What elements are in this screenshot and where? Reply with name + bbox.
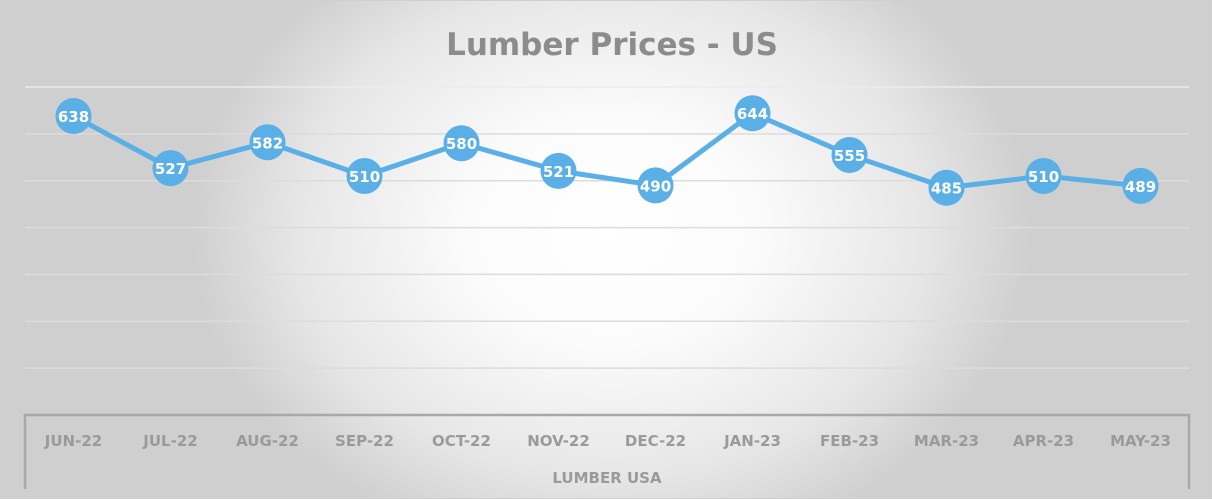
x-tick-label: FEB-23 — [820, 432, 879, 450]
x-axis-label: LUMBER USA — [552, 469, 662, 487]
x-axis-frame — [23, 413, 1191, 489]
data-label: 555 — [834, 147, 865, 165]
data-label: 485 — [931, 180, 962, 198]
data-point-marker — [443, 125, 480, 162]
data-point-marker — [928, 169, 965, 206]
data-point-marker — [734, 95, 771, 132]
chart-title: Lumber Prices - US — [446, 27, 778, 63]
data-label: 582 — [252, 134, 283, 152]
x-tick-label: DEC-22 — [625, 432, 686, 450]
data-label: 638 — [58, 108, 89, 126]
x-tick-label: JUN-22 — [44, 432, 102, 450]
data-point-marker — [1122, 167, 1159, 204]
data-label: 580 — [446, 135, 477, 153]
data-label: 510 — [1028, 168, 1059, 186]
data-point-marker — [637, 167, 674, 204]
data-point-marker — [540, 152, 577, 189]
x-tick-label: NOV-22 — [527, 432, 590, 450]
data-point-marker — [346, 158, 383, 195]
data-point-marker — [831, 136, 868, 173]
x-tick-label: MAY-23 — [1110, 432, 1171, 450]
data-label: 510 — [349, 168, 380, 186]
x-tick-label: JUL-22 — [142, 432, 197, 450]
data-label: 521 — [543, 163, 574, 181]
series-line — [72, 110, 1141, 191]
data-point-marker — [249, 124, 286, 161]
data-label: 490 — [640, 177, 671, 195]
data-point-marker — [55, 98, 92, 135]
data-point-marker — [1025, 158, 1062, 195]
data-label: 644 — [737, 105, 768, 123]
x-tick-label: APR-23 — [1013, 432, 1074, 450]
data-label: 527 — [155, 160, 186, 178]
x-tick-label: SEP-22 — [335, 432, 394, 450]
x-tick-label: OCT-22 — [432, 432, 491, 450]
x-tick-label: MAR-23 — [914, 432, 979, 450]
data-point-marker — [152, 150, 189, 187]
x-tick-label: AUG-22 — [236, 432, 299, 450]
data-label: 489 — [1125, 178, 1156, 196]
x-tick-label: JAN-23 — [723, 432, 781, 450]
